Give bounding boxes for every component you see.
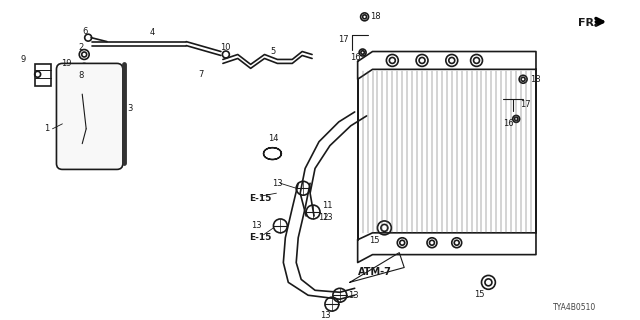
Text: 18: 18 — [371, 12, 381, 21]
Text: 13: 13 — [251, 221, 261, 230]
Text: 4: 4 — [150, 28, 155, 37]
FancyBboxPatch shape — [56, 63, 123, 169]
Text: 17: 17 — [338, 35, 348, 44]
Text: 16: 16 — [503, 119, 514, 128]
Text: 15: 15 — [474, 290, 485, 299]
Text: 13: 13 — [322, 213, 333, 222]
Text: 9: 9 — [20, 55, 26, 64]
Text: 19: 19 — [61, 59, 72, 68]
Text: TYA4B0510: TYA4B0510 — [553, 303, 596, 312]
Text: 16: 16 — [349, 53, 360, 62]
Text: 5: 5 — [271, 47, 276, 56]
Text: 13: 13 — [273, 179, 283, 188]
Text: 2: 2 — [78, 43, 83, 52]
Text: 18: 18 — [530, 75, 541, 84]
Text: 12: 12 — [318, 213, 328, 222]
Text: FR.: FR. — [577, 18, 598, 28]
Text: E-15: E-15 — [249, 233, 271, 242]
Text: 3: 3 — [128, 105, 133, 114]
Text: 13: 13 — [320, 310, 331, 320]
Text: 17: 17 — [520, 100, 531, 108]
Text: E-15: E-15 — [249, 194, 271, 203]
Text: 13: 13 — [348, 291, 358, 300]
Text: 7: 7 — [198, 70, 204, 79]
Text: 6: 6 — [82, 27, 88, 36]
Bar — [35, 64, 51, 86]
Text: 11: 11 — [322, 201, 333, 210]
Text: 14: 14 — [269, 134, 279, 143]
Text: 8: 8 — [78, 71, 84, 80]
Text: 1: 1 — [45, 124, 50, 133]
Text: 15: 15 — [369, 236, 380, 245]
Text: ATM-7: ATM-7 — [358, 268, 392, 277]
Text: 10: 10 — [220, 43, 230, 52]
